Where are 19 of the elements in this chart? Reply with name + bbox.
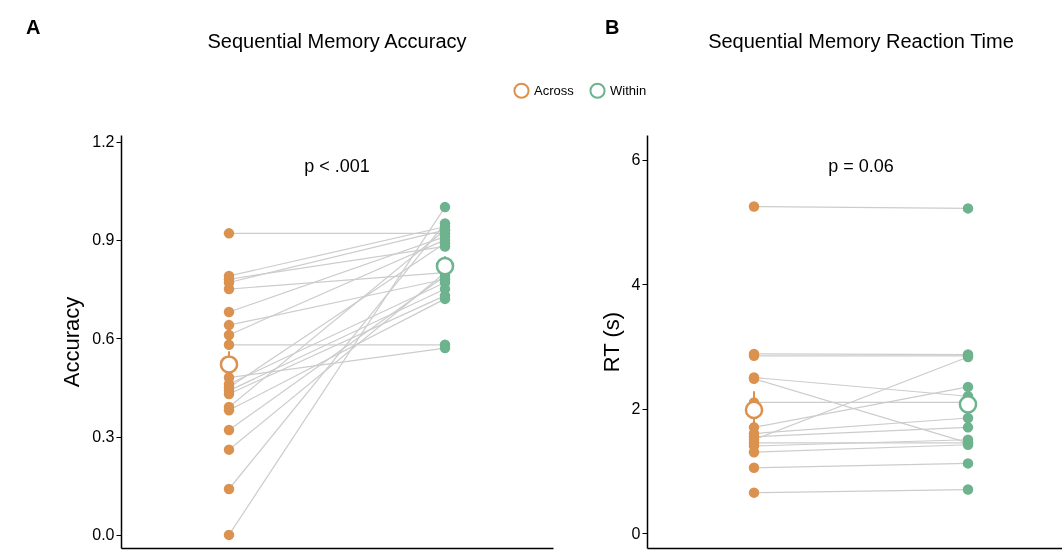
text: B — [605, 16, 620, 38]
text: A — [26, 16, 41, 38]
legend-label: Within — [610, 82, 647, 98]
y-tick-label: 0.0 — [92, 526, 115, 544]
y-tick-label: 2 — [631, 400, 641, 418]
chart-title: Sequential Memory Reaction Time — [708, 30, 1014, 52]
chart-title: Sequential Memory Accuracy — [207, 30, 467, 52]
y-tick-label: 4 — [631, 275, 641, 293]
y-tick-label: 6 — [631, 151, 641, 169]
legend-label: Across — [534, 82, 575, 98]
y-tick-label: 0 — [631, 524, 641, 542]
y-tick-label: 0.9 — [92, 231, 115, 249]
annotation: p = 0.06 — [828, 156, 894, 176]
y-axis-title: Accuracy — [59, 296, 85, 388]
y-tick-label: 0.3 — [92, 428, 115, 446]
y-axis-title: RT (s) — [598, 311, 624, 373]
y-tick-label: 1.2 — [92, 133, 115, 151]
annotation: p < .001 — [304, 156, 370, 176]
y-tick-label: 0.6 — [92, 329, 115, 347]
